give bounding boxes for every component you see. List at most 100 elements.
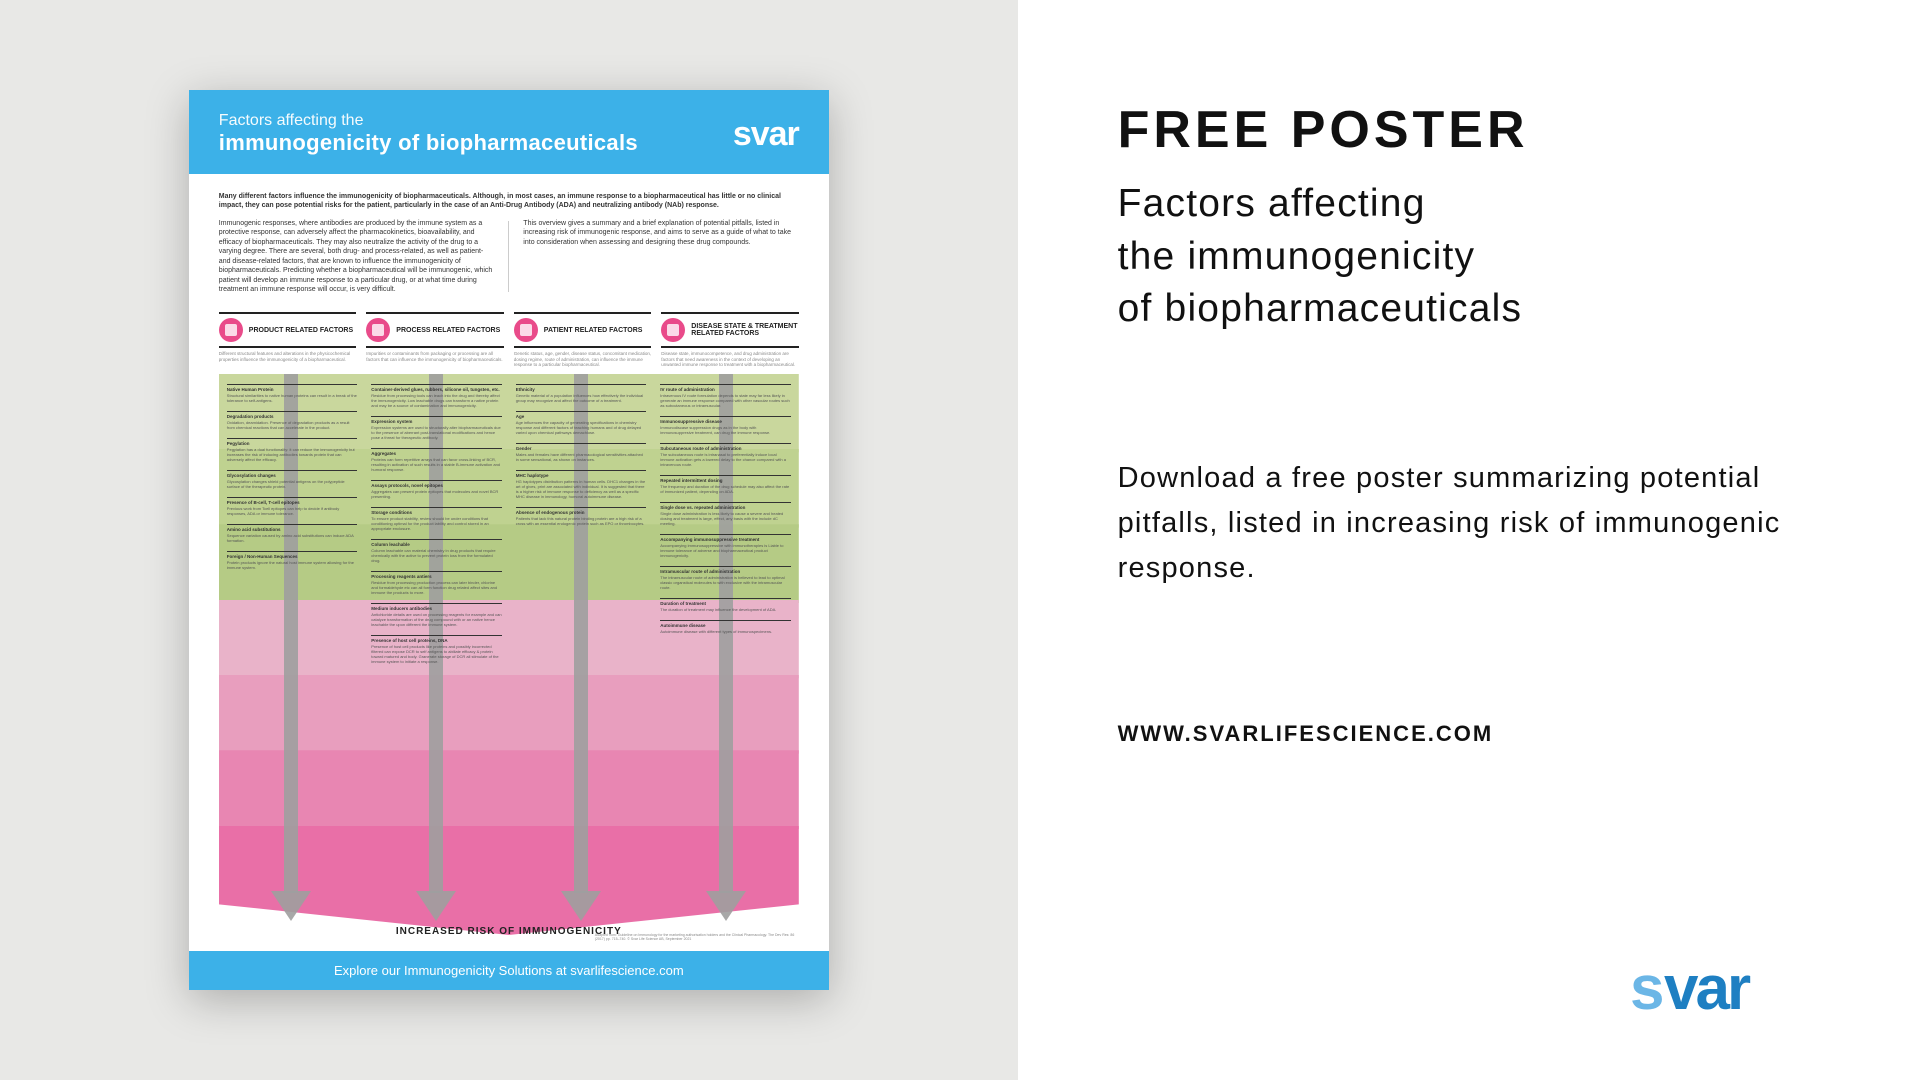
content-col: IV route of administrationIntravenous IV…: [660, 384, 791, 891]
list-item: Intramuscular route of administrationThe…: [660, 566, 791, 590]
item-heading: Single dose vs. repeated administration: [660, 502, 791, 510]
marketing-panel: FREE POSTER Factors affectingthe immunog…: [1018, 0, 1920, 1080]
poster-intro-col2: This overview gives a summary and a brie…: [523, 219, 799, 295]
item-heading: Presence of B-cell, T-cell epitopes: [227, 497, 358, 505]
item-body: Presence of host cell products like prot…: [371, 644, 502, 664]
item-body: Structural similarities to native human …: [227, 393, 358, 403]
item-body: Patients that lack this natural protein …: [516, 516, 647, 526]
item-body: Pegylation has a dual functionality: it …: [227, 447, 358, 462]
list-item: Column leachableColumn leachable can mat…: [371, 539, 502, 563]
list-item: Accompanying immunosuppressive treatment…: [660, 534, 791, 558]
item-heading: Gender: [516, 443, 647, 451]
item-heading: Amino acid substitutions: [227, 524, 358, 532]
item-heading: Aggregates: [371, 448, 502, 456]
list-item: Degradation productsOxidation, deamidati…: [227, 411, 358, 430]
item-body: Column leachable can material chemistry …: [371, 548, 502, 563]
list-item: Processing reagents antiersResidue from …: [371, 571, 502, 595]
list-item: Single dose vs. repeated administrationS…: [660, 502, 791, 526]
poster-subtitle: Factors affectingthe immunogenicityof bi…: [1118, 178, 1830, 336]
factor-box: PATIENT RELATED FACTORS Genetic status, …: [514, 312, 652, 367]
list-item: Absence of endogenous proteinPatients th…: [516, 507, 647, 526]
factor-box: PRODUCT RELATED FACTORS Different struct…: [219, 312, 357, 367]
poster-header: Factors affecting the immunogenicity of …: [189, 90, 829, 174]
item-body: Genetic material of a population influen…: [516, 393, 647, 403]
factor-label: PROCESS RELATED FACTORS: [396, 327, 500, 335]
list-item: MHC haplotypeHG haplotypes distribution …: [516, 470, 647, 499]
product-icon: [219, 318, 243, 342]
list-item: Storage conditionsTo ensure product stab…: [371, 507, 502, 531]
content-columns: Native Human ProteinStructural similarit…: [227, 384, 791, 891]
intro-divider: [508, 221, 509, 293]
item-heading: Container-derived glues, rubbers, silico…: [371, 384, 502, 392]
list-item: Duration of treatmentThe duration of tre…: [660, 598, 791, 612]
list-item: GenderMales and females have different p…: [516, 443, 647, 462]
item-heading: Storage conditions: [371, 507, 502, 515]
item-body: To ensure product stability, review shou…: [371, 516, 502, 531]
item-body: Oxidation, deamidation. Presence of degr…: [227, 420, 358, 430]
list-item: Glycosylation changesGlycosylation chang…: [227, 470, 358, 489]
list-item: Container-derived glues, rubbers, silico…: [371, 384, 502, 408]
item-heading: Age: [516, 411, 647, 419]
factor-box: PROCESS RELATED FACTORS Impurities or co…: [366, 312, 504, 367]
list-item: Assays protocols, novel epitopesAggregat…: [371, 480, 502, 499]
factor-box: DISEASE STATE & TREATMENT RELATED FACTOR…: [661, 312, 799, 367]
process-icon: [366, 318, 390, 342]
item-body: Residue from processing production proce…: [371, 580, 502, 595]
poster-logo: svar: [733, 115, 799, 154]
factor-heads-row: PRODUCT RELATED FACTORS Different struct…: [189, 304, 829, 373]
item-heading: Presence of host cell proteins, DNA: [371, 635, 502, 643]
svg-text:s: s: [1630, 955, 1662, 1023]
list-item: Subcutaneous route of administrationThe …: [660, 443, 791, 467]
item-body: Glycosylation changes shield potential a…: [227, 479, 358, 489]
list-item: Repeated intermittent dosingThe frequenc…: [660, 475, 791, 494]
item-body: Expression systems are used to structura…: [371, 425, 502, 440]
factor-sub: Different structural features and altera…: [219, 351, 357, 362]
poster-intro-col1: Immunogenic responses, where antibodies …: [219, 219, 495, 295]
item-body: Protein products ignore the natural host…: [227, 560, 358, 570]
item-heading: Column leachable: [371, 539, 502, 547]
free-poster-heading: FREE POSTER: [1118, 100, 1830, 160]
item-body: The duration of treatment may influence …: [660, 607, 791, 612]
item-body: Single dose administration is less likel…: [660, 511, 791, 526]
poster-description: Download a free poster summarizing poten…: [1118, 456, 1830, 591]
content-col: Container-derived glues, rubbers, silico…: [371, 384, 502, 891]
factor-sub: Genetic status, age, gender, disease sta…: [514, 351, 652, 367]
poster-pretitle: Factors affecting the: [219, 112, 733, 130]
item-heading: MHC haplotype: [516, 470, 647, 478]
item-body: Age influences the capacity of generatin…: [516, 420, 647, 435]
item-heading: Ethnicity: [516, 384, 647, 392]
item-heading: IV route of administration: [660, 384, 791, 392]
item-body: Males and females have different pharmac…: [516, 452, 647, 462]
list-item: Immunosuppressive diseaseImmunodiscase s…: [660, 416, 791, 435]
poster: Factors affecting the immunogenicity of …: [189, 90, 829, 990]
item-body: Accompanying immunosuppressive with immu…: [660, 543, 791, 558]
item-heading: Immunosuppressive disease: [660, 416, 791, 424]
fineprint: Adapted from: Guideline on Immunology fo…: [595, 933, 795, 941]
item-body: Sequence variation caused by amino acid …: [227, 533, 358, 543]
item-heading: Expression system: [371, 416, 502, 424]
svar-logo: s var: [1630, 955, 1830, 1025]
website-url: WWW.SVARLIFESCIENCE.COM: [1118, 721, 1830, 747]
item-heading: Glycosylation changes: [227, 470, 358, 478]
poster-intro: Many different factors influence the imm…: [189, 174, 829, 304]
item-heading: Absence of endogenous protein: [516, 507, 647, 515]
content-col: Native Human ProteinStructural similarit…: [227, 384, 358, 891]
list-item: Presence of B-cell, T-cell epitopesPrevi…: [227, 497, 358, 516]
item-heading: Medium inducers antibodies: [371, 603, 502, 611]
list-item: PegylationPegylation has a dual function…: [227, 438, 358, 462]
item-heading: Native Human Protein: [227, 384, 358, 392]
item-heading: Duration of treatment: [660, 598, 791, 606]
item-body: Immunodiscase suppression drugs as in th…: [660, 425, 791, 435]
list-item: Medium inducers antibodiesAntichloride d…: [371, 603, 502, 627]
content-col: EthnicityGenetic material of a populatio…: [516, 384, 647, 891]
svg-text:var: var: [1664, 955, 1751, 1023]
item-heading: Pegylation: [227, 438, 358, 446]
list-item: Expression systemExpression systems are …: [371, 416, 502, 440]
factor-label: PATIENT RELATED FACTORS: [544, 327, 643, 335]
list-item: Foreign / Non-Human SequencesProtein pro…: [227, 551, 358, 570]
item-heading: Processing reagents antiers: [371, 571, 502, 579]
poster-preview-panel: Factors affecting the immunogenicity of …: [0, 0, 1018, 1080]
item-heading: Subcutaneous route of administration: [660, 443, 791, 451]
poster-intro-bold: Many different factors influence the imm…: [219, 192, 799, 211]
poster-body: Native Human ProteinStructural similarit…: [189, 374, 829, 951]
